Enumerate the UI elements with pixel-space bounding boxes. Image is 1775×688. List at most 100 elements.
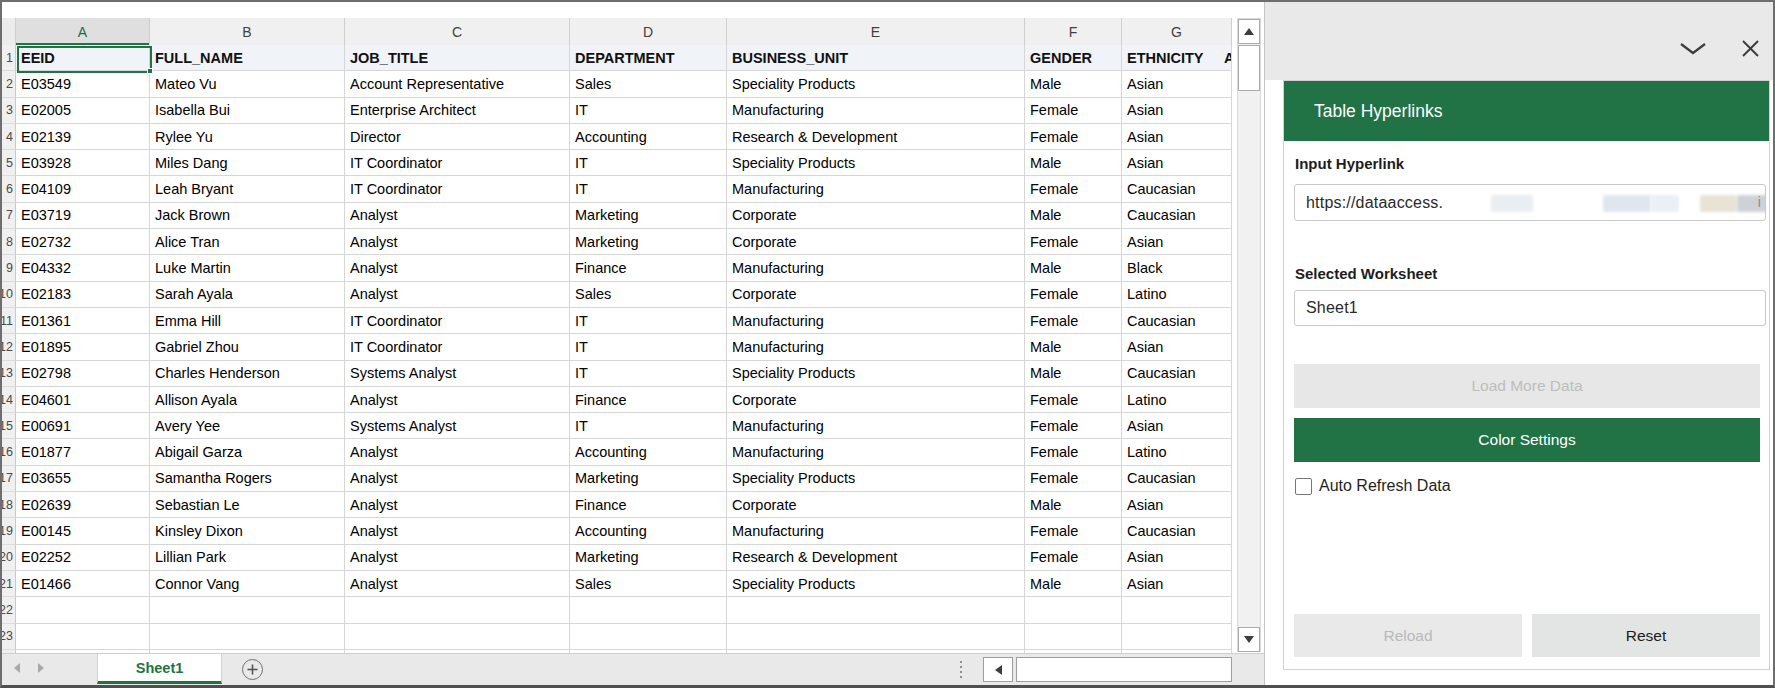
cell[interactable]: E03719 (16, 203, 150, 229)
cell[interactable]: Research & Development (727, 124, 1025, 150)
cell[interactable]: Latino (1122, 282, 1232, 308)
cell[interactable] (1122, 624, 1232, 650)
cell[interactable]: Male (1025, 571, 1122, 597)
cell[interactable]: Female (1025, 282, 1122, 308)
cell[interactable]: Male (1025, 203, 1122, 229)
cell[interactable]: Sebastian Le (150, 492, 345, 518)
cell[interactable]: E01895 (16, 334, 150, 360)
cell[interactable]: Marketing (570, 466, 727, 492)
scrollbar-resize-grip[interactable] (960, 661, 962, 663)
cell[interactable]: Finance (570, 255, 727, 281)
horizontal-scrollbar-thumb[interactable] (1016, 657, 1232, 682)
cell[interactable]: Female (1025, 124, 1122, 150)
chevron-down-icon[interactable] (1678, 40, 1708, 57)
cell[interactable]: Female (1025, 545, 1122, 571)
worksheet-input[interactable]: Sheet1 (1294, 290, 1766, 326)
cell[interactable] (1025, 624, 1122, 650)
row-number[interactable]: 15 (2, 413, 16, 439)
row-number[interactable]: 21 (2, 571, 16, 597)
cell[interactable]: Corporate (727, 229, 1025, 255)
column-header-F[interactable]: F (1025, 18, 1122, 45)
cell[interactable]: E02139 (16, 124, 150, 150)
row-number[interactable]: 16 (2, 439, 16, 465)
cell[interactable] (345, 624, 570, 650)
row-number[interactable]: 17 (2, 466, 16, 492)
cell[interactable]: Charles Henderson (150, 361, 345, 387)
cell[interactable]: Speciality Products (727, 150, 1025, 176)
scroll-up-button[interactable] (1238, 19, 1260, 44)
cell[interactable]: Asian (1122, 492, 1232, 518)
close-icon[interactable] (1740, 38, 1761, 59)
reload-button[interactable]: Reload (1294, 614, 1522, 657)
cell[interactable]: Marketing (570, 229, 727, 255)
cell[interactable]: Marketing (570, 203, 727, 229)
cell[interactable]: Asian (1122, 98, 1232, 124)
cell[interactable]: Female (1025, 387, 1122, 413)
cell[interactable] (727, 597, 1025, 623)
cell[interactable]: Asian (1122, 413, 1232, 439)
cell[interactable]: E02183 (16, 282, 150, 308)
row-number[interactable]: 4 (2, 124, 16, 150)
cell[interactable]: Caucasian (1122, 466, 1232, 492)
cell[interactable] (570, 624, 727, 650)
cell[interactable]: Lillian Park (150, 545, 345, 571)
row-number[interactable]: 20 (2, 545, 16, 571)
cell[interactable]: Male (1025, 150, 1122, 176)
cell[interactable]: Analyst (345, 203, 570, 229)
cell[interactable]: Allison Ayala (150, 387, 345, 413)
cell[interactable]: Accounting (570, 124, 727, 150)
cell[interactable]: Miles Dang (150, 150, 345, 176)
cell[interactable]: Male (1025, 334, 1122, 360)
row-number[interactable]: 14 (2, 387, 16, 413)
cell[interactable]: Analyst (345, 571, 570, 597)
cell[interactable]: E03549 (16, 71, 150, 97)
cell[interactable]: E00145 (16, 518, 150, 544)
cell[interactable]: Manufacturing (727, 255, 1025, 281)
cell[interactable]: Speciality Products (727, 71, 1025, 97)
column-header-A[interactable]: A (16, 18, 150, 45)
cell[interactable]: IT (570, 176, 727, 202)
cell[interactable]: E01877 (16, 439, 150, 465)
cell[interactable]: Male (1025, 255, 1122, 281)
cell[interactable]: IT (570, 361, 727, 387)
cell[interactable]: Speciality Products (727, 361, 1025, 387)
cell[interactable]: Asian (1122, 150, 1232, 176)
column-header-D[interactable]: D (570, 18, 727, 45)
cell[interactable]: Analyst (345, 255, 570, 281)
cell[interactable]: Corporate (727, 282, 1025, 308)
cell[interactable]: Abigail Garza (150, 439, 345, 465)
cell[interactable]: Latino (1122, 439, 1232, 465)
cell[interactable]: Alice Tran (150, 229, 345, 255)
cell[interactable]: Marketing (570, 545, 727, 571)
row-number[interactable]: 10 (2, 282, 16, 308)
cell[interactable]: Manufacturing (727, 439, 1025, 465)
cell[interactable]: Avery Yee (150, 413, 345, 439)
select-all-corner[interactable] (2, 18, 16, 45)
cell[interactable]: IT (570, 308, 727, 334)
column-header-C[interactable]: C (345, 18, 570, 45)
cell[interactable]: Accounting (570, 518, 727, 544)
cell[interactable]: Manufacturing (727, 334, 1025, 360)
cell[interactable] (150, 597, 345, 623)
column-header-E[interactable]: E (727, 18, 1025, 45)
cell[interactable]: Asian (1122, 334, 1232, 360)
cell[interactable]: E03655 (16, 466, 150, 492)
cell[interactable]: Corporate (727, 387, 1025, 413)
cell[interactable]: JOB_TITLE (345, 45, 570, 71)
cell[interactable] (16, 624, 150, 650)
cell[interactable]: Sarah Ayala (150, 282, 345, 308)
cell[interactable] (150, 624, 345, 650)
sheet-tab-active[interactable]: Sheet1 (97, 654, 222, 684)
prev-sheet-icon[interactable] (14, 663, 20, 673)
cell[interactable]: Manufacturing (727, 176, 1025, 202)
cell[interactable]: Corporate (727, 203, 1025, 229)
cell[interactable]: Male (1025, 71, 1122, 97)
row-number[interactable]: 8 (2, 229, 16, 255)
cell[interactable]: E02639 (16, 492, 150, 518)
row-number[interactable]: 2 (2, 71, 16, 97)
cell[interactable]: E04601 (16, 387, 150, 413)
row-number[interactable]: 7 (2, 203, 16, 229)
cell[interactable]: Analyst (345, 282, 570, 308)
cell[interactable]: Caucasian (1122, 308, 1232, 334)
cell[interactable]: E01466 (16, 571, 150, 597)
